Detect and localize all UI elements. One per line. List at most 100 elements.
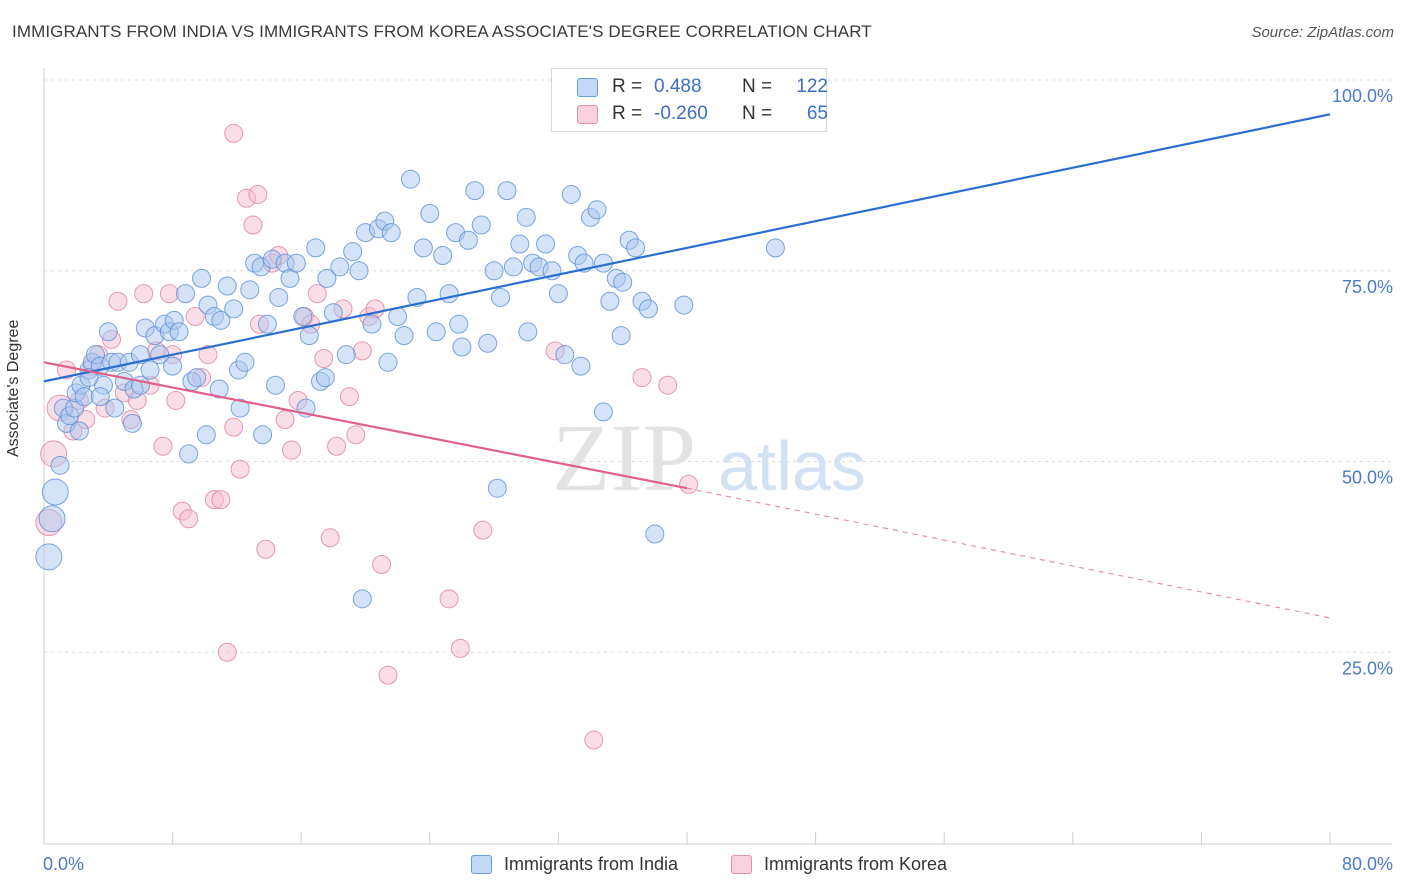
india-point <box>105 398 125 418</box>
india-n-value: 122 <box>796 76 828 97</box>
india-point <box>433 245 453 265</box>
india-point <box>497 181 517 201</box>
india-point <box>611 326 631 346</box>
india-point <box>38 505 66 533</box>
india-point <box>401 169 421 189</box>
watermark-zip: ZIP <box>552 404 696 511</box>
y-tick-label: 50.0% <box>1342 468 1393 488</box>
korea-point <box>230 459 250 479</box>
legend-row-india: R = 0.488 N = 122 <box>552 74 828 100</box>
india-point <box>224 299 244 319</box>
bottom-korea-swatch <box>731 854 752 874</box>
india-point <box>452 337 472 357</box>
india-point <box>420 204 440 224</box>
korea-point <box>179 509 199 529</box>
india-point <box>561 184 581 204</box>
india-point <box>50 455 70 475</box>
india-point <box>140 360 160 380</box>
chart-title: IMMIGRANTS FROM INDIA VS IMMIGRANTS FROM… <box>12 22 872 41</box>
korea-point <box>378 665 398 685</box>
india-point <box>413 238 433 258</box>
india-point <box>626 238 646 258</box>
korea-point <box>327 436 347 456</box>
india-point <box>352 589 372 609</box>
korea-point <box>211 490 231 510</box>
india-r-label: R = <box>612 76 643 97</box>
korea-point <box>352 341 372 361</box>
india-point <box>381 223 401 243</box>
y-axis-label: Associate's Degree <box>5 319 22 457</box>
india-point <box>192 268 212 288</box>
india-point <box>69 421 89 441</box>
india-point <box>491 287 511 307</box>
india-point <box>548 284 568 304</box>
india-point <box>240 280 260 300</box>
korea-point <box>166 390 186 410</box>
india-point <box>217 276 237 296</box>
india-r-value: 0.488 <box>654 76 702 97</box>
x-tick-label: 0.0% <box>43 854 84 874</box>
korea-point <box>450 638 470 658</box>
india-point <box>265 375 285 395</box>
korea-point <box>159 284 179 304</box>
india-point <box>484 261 504 281</box>
india-point <box>269 287 289 307</box>
korea-point <box>473 520 493 540</box>
india-point <box>293 307 313 327</box>
bottom-india-swatch <box>471 854 492 874</box>
india-point <box>317 268 337 288</box>
trend-lines <box>43 113 1331 619</box>
korea-point <box>185 307 205 327</box>
india-point <box>253 425 273 445</box>
legend-row-korea: R = -0.260 N = 65 <box>552 101 828 127</box>
y-tick-label: 75.0% <box>1342 277 1393 297</box>
bottom-india-label: Immigrants from India <box>504 853 679 874</box>
india-point <box>478 333 498 353</box>
source-label: Source: ZipAtlas.com <box>1251 24 1394 41</box>
india-point <box>209 379 229 399</box>
india-point <box>257 314 277 334</box>
india-point <box>458 230 478 250</box>
korea-point <box>439 589 459 609</box>
korea-trend-line <box>43 361 688 490</box>
korea-point <box>320 528 340 548</box>
korea-swatch <box>577 104 598 124</box>
india-point <box>587 200 607 220</box>
india-point <box>130 345 150 365</box>
watermark: ZIP atlas <box>552 404 866 511</box>
x-tick-labels: 0.0% 80.0% <box>43 854 1393 874</box>
india-point <box>439 284 459 304</box>
korea-point <box>314 348 334 368</box>
india-point <box>510 234 530 254</box>
korea-point <box>243 215 263 235</box>
korea-point <box>224 417 244 437</box>
india-point <box>362 314 382 334</box>
watermark-atlas: atlas <box>718 427 866 505</box>
india-point <box>74 387 94 407</box>
india-point <box>235 352 255 372</box>
korea-point <box>679 474 699 494</box>
india-point <box>571 356 591 376</box>
y-tick-label: 100.0% <box>1332 86 1393 106</box>
korea-point <box>134 284 154 304</box>
india-point <box>315 368 335 388</box>
india-point <box>163 356 183 376</box>
india-point <box>299 326 319 346</box>
korea-point <box>346 425 366 445</box>
india-point <box>765 238 785 258</box>
india-point <box>286 253 306 273</box>
bottom-korea-label: Immigrants from Korea <box>764 853 948 874</box>
india-point <box>378 352 398 372</box>
india-point <box>645 524 665 544</box>
india-point <box>336 345 356 365</box>
india-points <box>35 169 785 609</box>
korea-r-value: -0.260 <box>654 103 708 124</box>
india-point <box>613 272 633 292</box>
india-point <box>471 215 491 235</box>
bottom-legend-india: Immigrants from India <box>471 851 678 877</box>
india-point <box>449 314 469 334</box>
india-swatch <box>577 77 598 97</box>
india-point <box>674 295 694 315</box>
korea-point <box>282 440 302 460</box>
india-point <box>465 181 485 201</box>
